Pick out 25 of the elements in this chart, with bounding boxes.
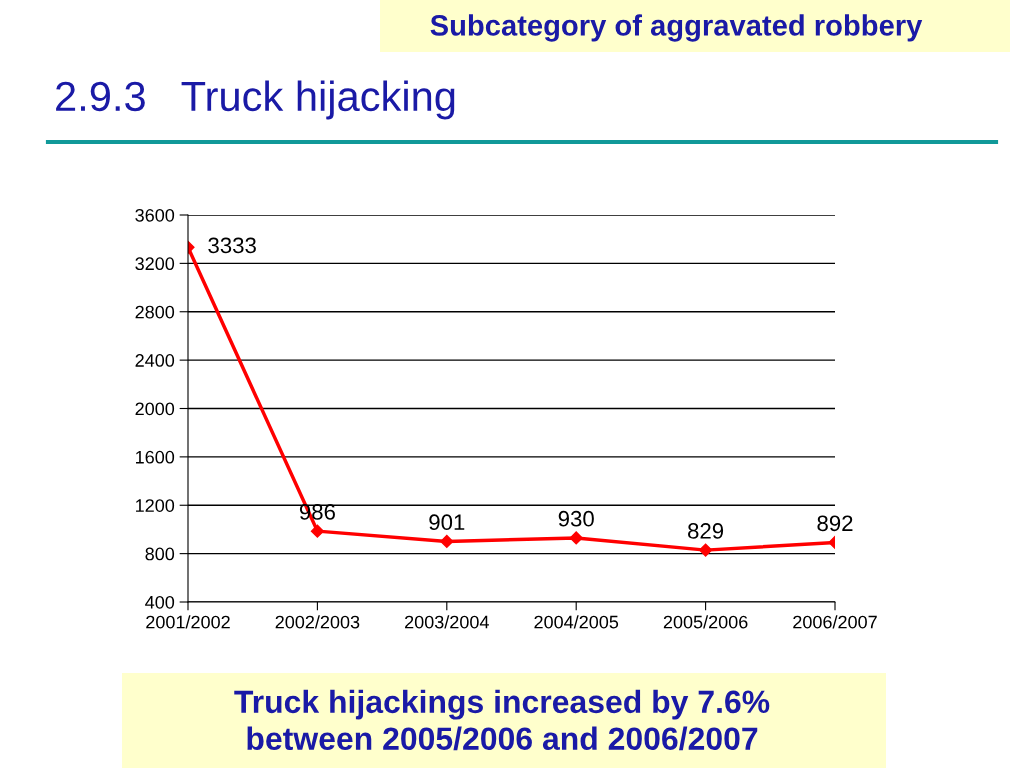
y-tick-label: 2800 <box>135 305 175 319</box>
y-tick-label: 3600 <box>135 208 175 222</box>
data-label: 930 <box>558 510 594 527</box>
data-label: 3333 <box>208 237 256 254</box>
text: Truck hijackings increased by 7.6% between 2005/2006 and 2006/2007 <box>234 689 770 751</box>
y-tick-label: 400 <box>145 595 175 609</box>
y-tick-label: 800 <box>145 547 175 561</box>
y-tick-label: 1200 <box>136 499 175 512</box>
x-tick-label: 2004/2005 <box>534 615 619 629</box>
x-tick-label: 2003/2004 <box>405 615 489 629</box>
x-tick-label: 2005/2006 <box>663 615 748 629</box>
data-label: 829 <box>688 523 724 539</box>
point <box>569 531 583 545</box>
point <box>440 534 454 548</box>
y-tick-label: 2000 <box>135 402 175 416</box>
x-tick-label: 2001/2002 <box>146 615 230 629</box>
chart-subtitle: Subcategory of aggravated robbery <box>430 14 923 42</box>
data-label: 901 <box>429 514 465 531</box>
y-tick-label: 2400 <box>135 354 175 367</box>
x-tick-label: 2002/2003 <box>275 615 360 629</box>
data-label: 892 <box>817 515 853 532</box>
x-tick-label: 2006/2007 <box>793 615 877 629</box>
y-tick-label: 1600 <box>136 450 175 464</box>
y-tick-label: 3200 <box>135 257 175 271</box>
chart-title: 2.9.3 Truck hijacking <box>56 80 455 120</box>
